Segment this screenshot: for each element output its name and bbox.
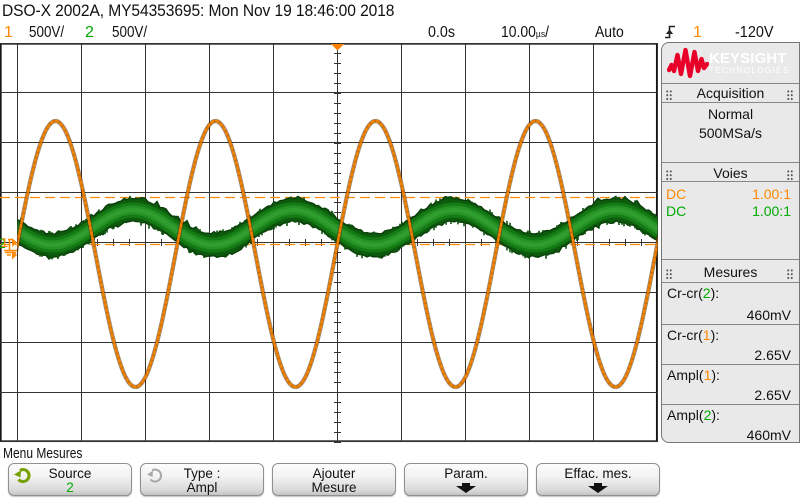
svg-text:1: 1 bbox=[1, 235, 8, 250]
svg-text:2: 2 bbox=[0, 235, 6, 251]
